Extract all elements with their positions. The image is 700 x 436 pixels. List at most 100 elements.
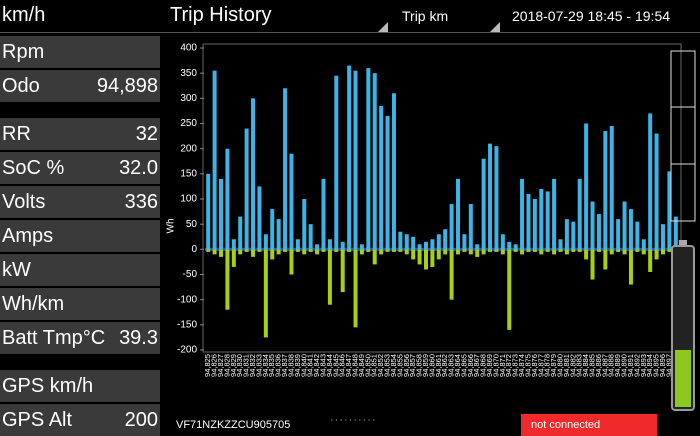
x-tick-label: 94,844 [325, 354, 334, 377]
bar [231, 249, 236, 267]
bar [532, 199, 537, 250]
bar [603, 249, 608, 270]
y-axis-title: Wh [166, 219, 177, 234]
bar [520, 249, 525, 255]
side-gauges [670, 50, 696, 411]
x-tick-label: 94,828 [222, 354, 231, 377]
bar [584, 249, 589, 260]
bar [628, 209, 633, 250]
bar [270, 249, 275, 260]
bar [609, 126, 614, 250]
bar [251, 98, 256, 250]
x-tick-label: 94,876 [530, 354, 539, 377]
speed-label: km/h [2, 4, 46, 26]
bar [577, 249, 582, 252]
x-tick-label: 94,891 [626, 354, 635, 377]
y-tick-label: 400 [180, 43, 197, 54]
bar [276, 249, 281, 255]
x-tick-label: 94,870 [491, 354, 500, 377]
bar [212, 70, 217, 250]
row-label: GPS Alt [2, 409, 73, 431]
x-tick-label: 94,888 [607, 354, 616, 377]
bar [225, 249, 230, 310]
y-tick-label: 50 [186, 219, 198, 230]
level-box [670, 50, 696, 222]
bar [283, 249, 288, 252]
trip-selector[interactable]: Trip km [402, 8, 449, 24]
vin: VF71NZKZZCU905705 [176, 419, 291, 431]
x-tick-label: 94,847 [344, 354, 353, 377]
bar [468, 249, 473, 255]
bar [596, 214, 601, 250]
y-tick-label: 350 [180, 68, 197, 79]
bar [225, 148, 230, 250]
x-tick-label: 94,874 [517, 354, 526, 377]
bar [539, 249, 544, 255]
bar [660, 249, 665, 255]
x-tick-label: 94,852 [376, 354, 385, 377]
bar [327, 249, 332, 305]
plot-frame [202, 43, 682, 353]
bar [353, 249, 358, 328]
bar [475, 249, 480, 257]
bar [635, 249, 640, 252]
x-tick-label: 94,895 [652, 354, 661, 377]
bar [545, 191, 550, 250]
x-tick-label: 94,893 [639, 354, 648, 377]
row-label: RR [2, 123, 31, 145]
x-tick-label: 94,837 [280, 354, 289, 377]
bar [545, 249, 550, 252]
x-tick-label: 94,863 [447, 354, 456, 377]
bar [494, 146, 499, 250]
bar [436, 249, 441, 260]
bar [359, 244, 364, 250]
period[interactable]: 2018-07-29 18:45 - 19:54 [512, 8, 671, 24]
bar [507, 249, 512, 330]
x-tick-label: 94,839 [293, 354, 302, 377]
bar [308, 224, 313, 250]
bar [385, 115, 390, 250]
x-tick-label: 94,882 [568, 354, 577, 377]
panel-row: Wh/km [0, 288, 160, 320]
bar [552, 178, 557, 250]
bar [526, 249, 531, 252]
bar [590, 201, 595, 250]
bar [219, 249, 224, 257]
bar [577, 178, 582, 250]
bar [520, 178, 525, 250]
x-tick-label: 94,843 [318, 354, 327, 377]
bar [347, 65, 352, 250]
bar [648, 113, 653, 250]
panel-row: GPS km/h [0, 370, 160, 402]
bar [391, 93, 396, 250]
x-tick-label: 94,873 [511, 354, 520, 377]
bar [622, 201, 627, 250]
bar [648, 249, 653, 272]
panel-row: Volts 336 [0, 186, 160, 218]
bar [321, 249, 326, 252]
bar [494, 249, 499, 252]
x-tick-label: 94,878 [543, 354, 552, 377]
bar [411, 236, 416, 250]
x-tick-label: 94,851 [370, 354, 379, 377]
bar [347, 249, 352, 252]
bar [340, 241, 345, 250]
bar [302, 249, 307, 255]
bar [308, 249, 313, 252]
x-tick-label: 94,872 [504, 354, 513, 377]
bar [481, 249, 486, 255]
bar [295, 239, 300, 250]
bar [206, 173, 211, 250]
bar [411, 249, 416, 260]
row-label: Wh/km [2, 293, 65, 315]
x-tick-label: 94,849 [357, 354, 366, 377]
bar [315, 249, 320, 255]
row-label: SoC % [2, 157, 65, 179]
x-tick-label: 94,836 [274, 354, 283, 377]
bar [443, 229, 448, 250]
bar [456, 249, 461, 255]
y-tick-label: 150 [180, 168, 197, 179]
bar [251, 249, 256, 257]
bar [462, 234, 467, 250]
bar [212, 249, 217, 255]
